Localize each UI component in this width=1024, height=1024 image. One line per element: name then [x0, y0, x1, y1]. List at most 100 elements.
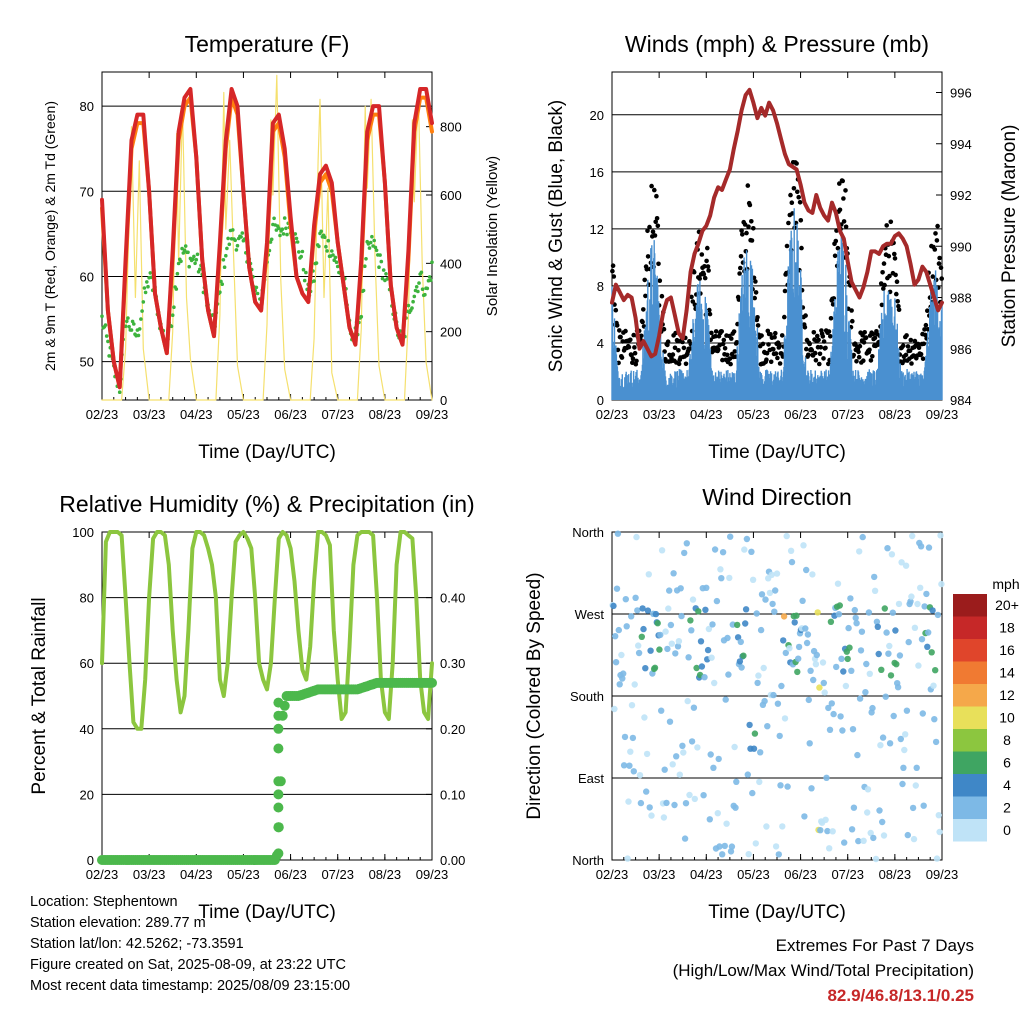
wind-direction-point — [882, 693, 889, 700]
dewpoint-point — [325, 249, 329, 253]
dewpoint-point — [239, 235, 243, 239]
rh-line — [100, 530, 434, 731]
wind-direction-point — [666, 587, 673, 594]
wind-direction-point — [879, 818, 886, 826]
gust-point — [921, 341, 927, 347]
wind-direction-point — [704, 646, 712, 654]
x-tick-label: 08/23 — [879, 407, 912, 422]
y2-tick-label: 990 — [950, 239, 972, 254]
gust-point — [788, 192, 793, 198]
legend-swatch — [953, 661, 987, 684]
wind-direction-point — [725, 671, 732, 678]
gust-point — [738, 253, 744, 259]
y2-tick-label: 992 — [950, 188, 972, 203]
dewpoint-point — [363, 264, 367, 269]
extremes-values: 82.9/46.8/13.1/0.25 — [827, 986, 974, 1005]
gust-point — [849, 308, 854, 313]
wind-direction-point — [837, 713, 844, 720]
gust-point — [766, 342, 771, 347]
dewpoint-point — [281, 232, 286, 236]
wind-direction-point — [854, 751, 861, 759]
dewpoint-point — [231, 228, 235, 232]
legend-label: 8 — [1003, 732, 1011, 748]
dewpoint-point — [176, 261, 181, 266]
wind-direction-point — [632, 594, 639, 601]
dewpoint-point — [226, 236, 230, 241]
gust-point — [640, 319, 645, 325]
wind-direction-point — [709, 621, 716, 628]
x-tick-label: 06/23 — [784, 407, 817, 422]
dewpoint-point — [280, 227, 285, 231]
wind-direction-point — [776, 732, 783, 740]
gust-point — [719, 329, 724, 334]
dewpoint-point — [221, 258, 226, 262]
wind-direction-point — [719, 851, 726, 858]
gust-point — [760, 341, 766, 347]
wind-direction-point — [628, 613, 635, 620]
wind-direction-point — [938, 580, 945, 588]
wind-direction-point — [869, 704, 876, 712]
wind-direction-point — [849, 726, 857, 733]
wind-direction-point — [708, 654, 715, 661]
wind-direction-point — [853, 620, 860, 627]
gust-point — [817, 351, 823, 357]
wind-direction-point — [752, 840, 759, 847]
wind-direction-point — [774, 700, 782, 707]
gust-point — [619, 355, 625, 360]
dewpoint-point — [295, 240, 300, 244]
wind-direction-point — [695, 608, 702, 615]
wind-direction-point — [909, 532, 916, 540]
dewpoint-point — [100, 314, 104, 319]
wind-direction-point — [925, 544, 933, 551]
wind-direction-point — [895, 600, 903, 608]
wind-direction-point — [856, 548, 863, 555]
wind-direction-point — [920, 802, 927, 809]
wind-direction-point — [930, 682, 937, 689]
wind-direction-point — [929, 607, 936, 614]
rain-point — [273, 822, 284, 833]
gust-point — [713, 333, 718, 339]
wind-direction-point — [657, 631, 664, 639]
gust-point — [887, 273, 892, 279]
rain-point — [427, 677, 437, 688]
gust-point — [807, 341, 812, 347]
gust-point — [932, 247, 938, 252]
gust-point — [775, 355, 780, 361]
gust-point — [675, 338, 680, 344]
wind-direction-point — [656, 646, 663, 653]
dewpoint-point — [240, 231, 245, 235]
gust-point — [722, 346, 728, 351]
sonic-wind-series — [611, 208, 943, 400]
dewpoint-point — [414, 285, 419, 289]
gust-point — [643, 293, 648, 299]
dewpoint-point — [269, 237, 274, 242]
dewpoint-point — [361, 288, 366, 293]
wind-direction-point — [756, 778, 763, 786]
gust-point — [936, 261, 942, 266]
wind-direction-point — [866, 670, 873, 677]
gust-point — [816, 337, 821, 343]
wind-direction-point — [919, 710, 926, 717]
dewpoint-point — [334, 260, 339, 265]
wind-direction-point — [924, 643, 931, 650]
gust-point — [934, 238, 940, 243]
dewpoint-point — [225, 246, 229, 251]
gust-point — [870, 331, 876, 337]
wind-direction-point — [865, 609, 873, 616]
dewpoint-point — [324, 244, 328, 249]
y-axis-label: Direction (Colored By Speed) — [524, 572, 545, 819]
wind-direction-point — [908, 593, 915, 600]
wind-direction-point — [753, 610, 760, 617]
y2-axis-label: Station Pressure (Maroon) — [999, 125, 1020, 348]
gust-point — [630, 356, 636, 362]
wind-direction-point — [646, 804, 653, 811]
x-tick-label: 08/23 — [369, 407, 402, 422]
gust-point — [683, 361, 689, 367]
gust-point — [615, 347, 621, 353]
wind-direction-point — [637, 799, 645, 807]
gust-point — [732, 349, 738, 354]
wind-direction-point — [677, 585, 684, 592]
y-axis-label: 2m & 9m T (Red, Orange) & 2m Td (Green) — [42, 101, 58, 371]
gust-point — [851, 352, 856, 358]
gust-point — [843, 224, 849, 230]
